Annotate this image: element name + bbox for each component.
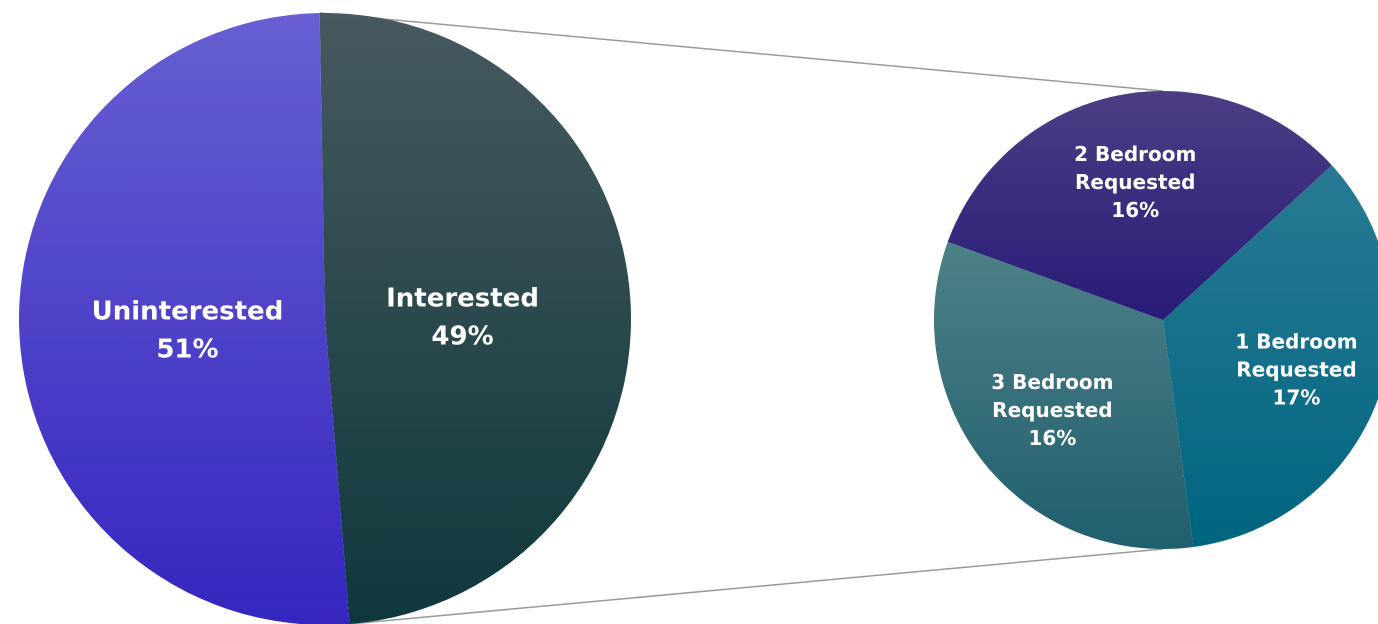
breakdown-pie (934, 90, 1378, 550)
label-2-bedroom: 2 Bedroom Requested 16% (1074, 142, 1196, 222)
main-pie (18, 13, 631, 624)
label-3-bedroom: 3 Bedroom Requested 16% (991, 370, 1113, 450)
label-uninterested: Uninterested 51% (92, 297, 284, 365)
slice-1-bedroom (1163, 165, 1378, 547)
slice-labels: Interested 49% Uninterested 51% 1 Bedroom Req… (92, 142, 1358, 450)
slice-3-bedroom (934, 241, 1194, 550)
slice-interested (319, 13, 631, 624)
connector-lines (319, 12, 1164, 624)
connector-line-top (319, 12, 1164, 92)
slice-2-bedroom (947, 90, 1332, 320)
slice-uninterested (18, 13, 350, 624)
label-interested: Interested 49% (386, 283, 539, 351)
label-1-bedroom: 1 Bedroom Requested 17% (1235, 329, 1357, 409)
connector-line-bottom (349, 548, 1164, 624)
